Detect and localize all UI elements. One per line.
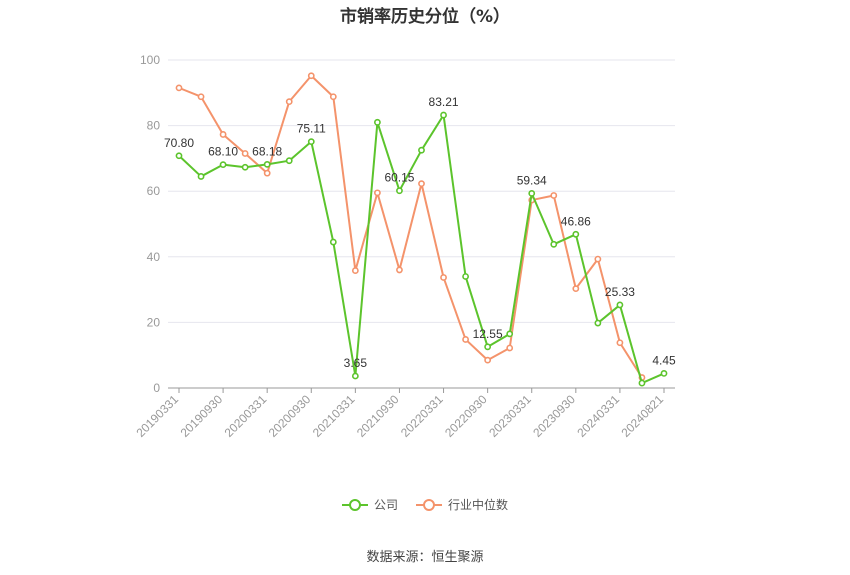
- data-point-company: [616, 301, 624, 309]
- data-point-company: [418, 146, 425, 154]
- data-point-company: [263, 160, 271, 168]
- series-line-industry: [178, 74, 643, 379]
- data-point-industry: [307, 72, 315, 80]
- legend-label-company: 公司: [373, 498, 398, 512]
- y-tick-label: 60: [147, 184, 161, 198]
- data-point-industry: [263, 169, 271, 177]
- data-point-industry: [374, 189, 381, 197]
- y-tick-label: 0: [153, 381, 160, 395]
- legend: 公司 行业中位数: [0, 496, 850, 513]
- data-point-company: [175, 152, 183, 160]
- data-point-industry: [175, 84, 183, 92]
- data-point-company: [550, 240, 558, 248]
- y-tick-label: 20: [147, 315, 161, 329]
- data-point-industry: [440, 274, 447, 281]
- legend-item-industry[interactable]: 行业中位数: [416, 496, 508, 513]
- data-label: 68.10: [208, 145, 238, 159]
- x-tick-label: 20240821: [618, 392, 666, 440]
- legend-item-company[interactable]: 公司: [341, 496, 398, 513]
- data-label: 59.34: [517, 173, 547, 187]
- data-point-company: [241, 163, 249, 171]
- data-point-industry: [506, 344, 514, 352]
- data-label: 12.55: [473, 327, 503, 341]
- data-point-company: [351, 372, 359, 380]
- data-label: 60.15: [384, 171, 414, 185]
- x-tick-label: 20210930: [354, 392, 402, 440]
- x-tick-label: 20200331: [222, 392, 270, 440]
- x-tick-label: 20220331: [398, 392, 446, 440]
- x-tick-label: 20190331: [133, 392, 181, 440]
- data-point-company: [572, 230, 580, 238]
- data-label: 4.45: [652, 353, 676, 367]
- data-point-industry: [594, 255, 602, 263]
- data-label: 68.18: [252, 144, 282, 158]
- data-point-company: [638, 379, 646, 387]
- data-point-company: [440, 111, 447, 119]
- data-label: 25.33: [605, 285, 635, 299]
- data-point-industry: [285, 98, 293, 106]
- data-point-industry: [197, 93, 205, 101]
- data-point-industry: [418, 180, 425, 188]
- data-label: 3.65: [344, 356, 368, 370]
- data-point-company: [528, 189, 536, 197]
- x-tick-label: 20200930: [266, 392, 314, 440]
- data-point-company: [374, 118, 381, 126]
- data-point-company: [307, 138, 315, 146]
- data-point-company: [660, 370, 668, 377]
- legend-swatch-industry: [416, 498, 442, 512]
- x-tick-label: 20230331: [486, 392, 534, 440]
- legend-label-industry: 行业中位数: [448, 498, 509, 512]
- data-point-company: [462, 273, 469, 280]
- data-point-industry: [550, 192, 558, 199]
- data-point-company: [484, 343, 492, 351]
- data-point-industry: [219, 131, 227, 138]
- data-point-industry: [396, 266, 403, 274]
- data-point-company: [219, 161, 227, 169]
- y-tick-label: 80: [147, 119, 161, 133]
- data-point-company: [506, 330, 514, 338]
- x-tick-label: 20240331: [574, 392, 622, 440]
- data-point-industry: [329, 93, 337, 101]
- data-point-company: [329, 238, 337, 246]
- data-label: 70.80: [164, 136, 194, 150]
- y-tick-label: 40: [147, 250, 161, 264]
- data-point-industry: [572, 285, 580, 293]
- x-tick-label: 20190930: [178, 392, 226, 440]
- data-point-company: [396, 187, 403, 195]
- data-label: 83.21: [429, 95, 459, 109]
- x-tick-label: 20230930: [530, 392, 578, 440]
- legend-swatch-company: [341, 498, 368, 512]
- data-label: 46.86: [561, 214, 591, 228]
- data-point-industry: [462, 336, 469, 343]
- x-tick-label: 20210331: [310, 392, 358, 440]
- y-tick-label: 100: [140, 53, 160, 67]
- data-point-industry: [241, 150, 249, 157]
- data-point-company: [197, 173, 205, 180]
- chart-title: 市销率历史分位（%）: [339, 7, 511, 27]
- x-tick-label: 20220930: [442, 392, 490, 440]
- data-point-industry: [616, 339, 624, 347]
- data-point-industry: [351, 267, 359, 274]
- data-point-industry: [484, 356, 492, 364]
- data-point-company: [285, 157, 293, 165]
- data-label: 75.11: [297, 122, 326, 136]
- data-point-company: [594, 319, 602, 327]
- data-source: 数据来源：恒生聚源: [366, 550, 484, 565]
